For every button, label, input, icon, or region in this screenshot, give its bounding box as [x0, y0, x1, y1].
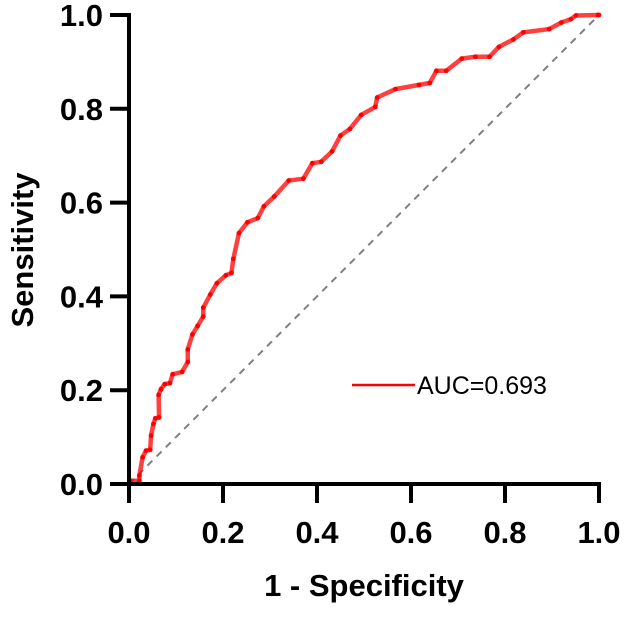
roc-point [151, 421, 156, 427]
roc-point [472, 54, 478, 60]
roc-point [416, 82, 422, 88]
roc-point [338, 133, 343, 138]
roc-point [358, 112, 364, 118]
roc-point [230, 256, 236, 262]
roc-point [520, 29, 526, 35]
roc-point [214, 280, 220, 286]
axes: 0.0 0.2 0.4 0.6 0.8 1.0 0.0 0.2 0.4 0.6 0.8 1.0 [60, 0, 621, 550]
roc-point [190, 331, 195, 337]
roc-point [147, 447, 153, 453]
y-tick-label: 0.6 [60, 186, 103, 221]
legend-label: AUC=0.693 [417, 372, 547, 400]
y-tick-label: 0.4 [60, 279, 104, 314]
y-tick-label: 0.2 [60, 373, 103, 408]
y-tick-label: 1.0 [60, 0, 103, 33]
roc-point [309, 160, 315, 166]
legend: AUC=0.693 [352, 372, 547, 400]
roc-point [156, 392, 162, 398]
roc-point [245, 219, 250, 225]
roc-point [195, 323, 201, 329]
roc-point [229, 270, 234, 276]
roc-point [559, 20, 564, 25]
roc-point [261, 203, 267, 209]
roc-point [136, 473, 142, 478]
roc-point [179, 369, 185, 375]
roc-point [156, 415, 162, 420]
x-tick-label: 0.4 [295, 515, 339, 550]
roc-point [136, 478, 142, 484]
roc-point [329, 149, 335, 154]
plot-area [126, 12, 602, 487]
x-tick-label: 0.2 [201, 515, 244, 550]
roc-point [162, 381, 168, 387]
roc-point [223, 272, 229, 278]
roc-point [374, 95, 380, 100]
roc-point [286, 178, 292, 183]
roc-point [143, 448, 149, 454]
x-tick-label: 0.0 [107, 515, 150, 550]
roc-point [393, 86, 398, 92]
roc-point [433, 68, 439, 74]
roc-point [200, 305, 206, 311]
roc-point [185, 359, 191, 365]
roc-point [573, 13, 579, 18]
roc-point [148, 433, 154, 439]
roc-point [236, 230, 242, 236]
roc-point [318, 159, 324, 165]
x-tick-label: 1.0 [577, 515, 620, 550]
x-axis-label: 1 - Specificity [264, 568, 465, 603]
roc-point [271, 194, 277, 199]
y-axis-label: Sensitivity [5, 172, 40, 328]
reference-line [128, 14, 600, 485]
roc-point [372, 104, 378, 110]
roc-point [568, 16, 574, 22]
roc-point [255, 215, 261, 221]
roc-point [347, 126, 353, 132]
roc-point [200, 314, 206, 319]
roc-point [487, 54, 492, 60]
x-tick-label: 0.8 [483, 515, 526, 550]
roc-point [496, 44, 502, 50]
roc-point [167, 380, 173, 386]
y-tick-label: 0.8 [60, 92, 103, 127]
roc-point [546, 26, 552, 32]
x-tick-label: 0.6 [389, 515, 432, 550]
roc-point [459, 56, 465, 62]
roc-point [300, 176, 306, 182]
roc-point [185, 346, 191, 352]
roc-point [152, 415, 158, 421]
roc-point [140, 454, 146, 460]
roc-point [170, 371, 176, 377]
roc-point [427, 80, 433, 86]
roc-point [443, 68, 449, 74]
roc-point [511, 36, 516, 42]
roc-point [158, 386, 164, 392]
roc-point [207, 292, 213, 297]
roc-point [596, 12, 602, 18]
y-tick-label: 0.0 [60, 467, 103, 502]
